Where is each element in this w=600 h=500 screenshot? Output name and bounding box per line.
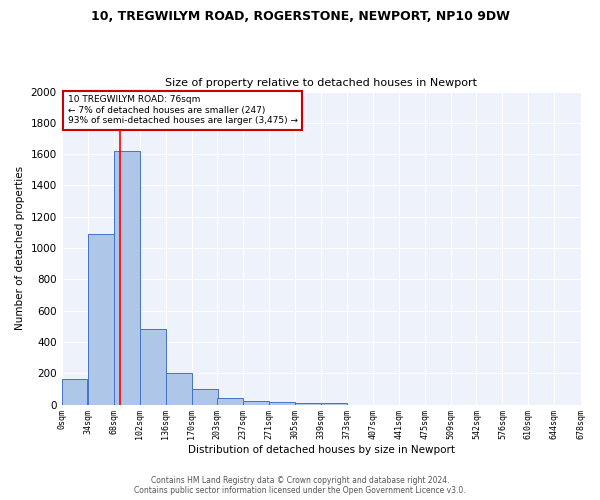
Bar	[217, 398, 243, 404]
Text: 10 TREGWILYM ROAD: 76sqm
← 7% of detached houses are smaller (247)
93% of semi-d: 10 TREGWILYM ROAD: 76sqm ← 7% of detache…	[68, 96, 298, 126]
Bar	[62, 379, 88, 404]
Text: Contains HM Land Registry data © Crown copyright and database right 2024.
Contai: Contains HM Land Registry data © Crown c…	[134, 476, 466, 495]
Bar	[114, 151, 140, 405]
Bar	[166, 374, 191, 404]
Title: Size of property relative to detached houses in Newport: Size of property relative to detached ho…	[165, 78, 477, 88]
Bar	[269, 402, 295, 404]
Bar	[192, 388, 218, 404]
Bar	[88, 234, 113, 404]
Bar	[295, 403, 321, 404]
Text: 10, TREGWILYM ROAD, ROGERSTONE, NEWPORT, NP10 9DW: 10, TREGWILYM ROAD, ROGERSTONE, NEWPORT,…	[91, 10, 509, 23]
X-axis label: Distribution of detached houses by size in Newport: Distribution of detached houses by size …	[188, 445, 455, 455]
Bar	[140, 330, 166, 404]
Bar	[243, 400, 269, 404]
Y-axis label: Number of detached properties: Number of detached properties	[15, 166, 25, 330]
